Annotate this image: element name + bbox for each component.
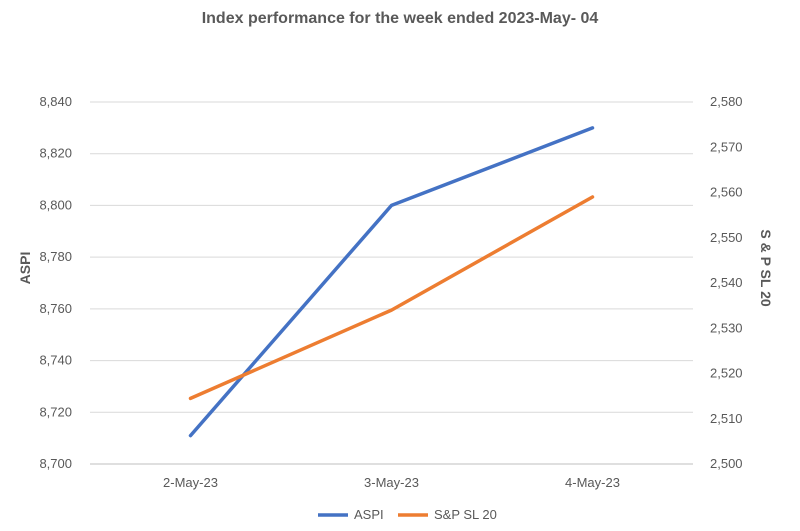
series-line-aspi: [188, 126, 595, 438]
left-tick-label: 8,840: [39, 94, 72, 109]
right-tick-label: 2,530: [710, 320, 743, 335]
left-tick-label: 8,740: [39, 353, 72, 368]
left-axis-title: ASPI: [17, 252, 33, 285]
right-tick-label: 2,540: [710, 275, 743, 290]
x-tick-label: 3-May-23: [364, 475, 419, 490]
right-tick-label: 2,500: [710, 456, 743, 471]
x-tick-label: 2-May-23: [163, 475, 218, 490]
left-tick-label: 8,780: [39, 249, 72, 264]
left-tick-label: 8,760: [39, 301, 72, 316]
right-tick-label: 2,510: [710, 411, 743, 426]
x-axis-ticks: 2-May-23 3-May-23 4-May-23: [163, 475, 620, 490]
right-tick-label: 2,570: [710, 139, 743, 154]
right-tick-label: 2,550: [710, 230, 743, 245]
left-tick-label: 8,800: [39, 197, 72, 212]
chart-title: Index performance for the week ended 202…: [202, 10, 599, 27]
left-axis-ticks: 8,700 8,720 8,740 8,760 8,780 8,800 8,820 8,840: [39, 94, 72, 471]
legend-label: ASPI: [354, 507, 384, 522]
right-tick-label: 2,520: [710, 366, 743, 381]
grid-lines: [90, 101, 693, 465]
right-tick-label: 2,580: [710, 94, 743, 109]
series-lines: [188, 126, 595, 438]
legend: ASPI S&P SL 20: [318, 507, 497, 522]
left-tick-label: 8,720: [39, 404, 72, 419]
x-tick-label: 4-May-23: [565, 475, 620, 490]
left-tick-label: 8,700: [39, 456, 72, 471]
left-tick-label: 8,820: [39, 146, 72, 161]
right-axis-title: S & P SL 20: [758, 229, 774, 307]
legend-label: S&P SL 20: [434, 507, 497, 522]
series-line-s-p-sl-20: [188, 195, 595, 401]
right-tick-label: 2,560: [710, 185, 743, 200]
right-axis-ticks: 2,500 2,510 2,520 2,530 2,540 2,550 2,560 2,570…: [710, 94, 743, 471]
